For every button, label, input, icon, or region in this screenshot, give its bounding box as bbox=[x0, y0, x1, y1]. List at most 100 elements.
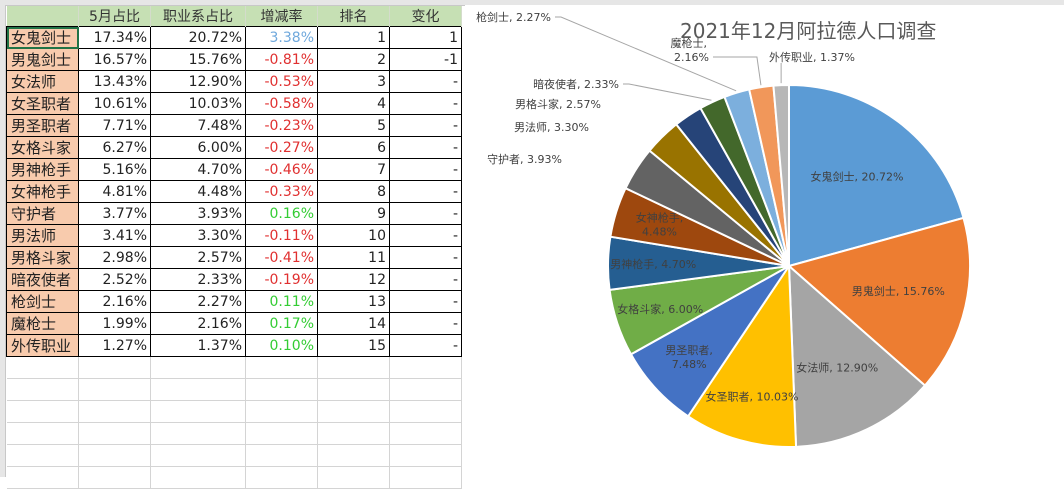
may-share-cell[interactable]: 4.81% bbox=[78, 180, 151, 203]
empty-cell[interactable] bbox=[6, 466, 79, 489]
rate-cell[interactable]: -0.46% bbox=[245, 158, 318, 181]
pie-slice[interactable] bbox=[686, 262, 798, 448]
change-cell[interactable]: - bbox=[389, 114, 462, 137]
class-name-cell[interactable]: 外传职业 bbox=[6, 334, 79, 357]
rate-cell[interactable]: 3.38% bbox=[245, 26, 318, 49]
empty-cell[interactable] bbox=[317, 466, 390, 489]
column-header[interactable]: 增减率 bbox=[245, 6, 318, 27]
rank-cell[interactable]: 9 bbox=[317, 202, 390, 225]
empty-cell[interactable] bbox=[245, 444, 318, 467]
change-cell[interactable]: - bbox=[389, 136, 462, 159]
change-cell[interactable]: - bbox=[389, 202, 462, 225]
change-cell[interactable]: - bbox=[389, 290, 462, 313]
pie-slice[interactable] bbox=[788, 83, 965, 268]
class-name-cell[interactable]: 守护者 bbox=[6, 202, 79, 225]
may-share-cell[interactable]: 17.34% bbox=[78, 26, 151, 49]
change-cell[interactable]: - bbox=[389, 268, 462, 291]
pie-slice[interactable] bbox=[772, 83, 790, 267]
class-share-cell[interactable]: 20.72% bbox=[150, 26, 246, 49]
rate-cell[interactable]: -0.11% bbox=[245, 224, 318, 247]
class-share-cell[interactable]: 2.33% bbox=[150, 268, 246, 291]
empty-cell[interactable] bbox=[150, 378, 246, 401]
change-cell[interactable]: - bbox=[389, 246, 462, 269]
may-share-cell[interactable]: 3.77% bbox=[78, 202, 151, 225]
may-share-cell[interactable]: 2.16% bbox=[78, 290, 151, 313]
rank-cell[interactable]: 2 bbox=[317, 48, 390, 71]
rate-cell[interactable]: -0.19% bbox=[245, 268, 318, 291]
class-share-cell[interactable]: 2.27% bbox=[150, 290, 246, 313]
rank-cell[interactable]: 5 bbox=[317, 114, 390, 137]
class-name-cell[interactable]: 女格斗家 bbox=[6, 136, 79, 159]
empty-cell[interactable] bbox=[317, 400, 390, 423]
class-share-cell[interactable]: 10.03% bbox=[150, 92, 246, 115]
rank-cell[interactable]: 15 bbox=[317, 334, 390, 357]
may-share-cell[interactable]: 16.57% bbox=[78, 48, 151, 71]
class-share-cell[interactable]: 7.48% bbox=[150, 114, 246, 137]
rate-cell[interactable]: -0.41% bbox=[245, 246, 318, 269]
change-cell[interactable]: - bbox=[389, 312, 462, 335]
empty-cell[interactable] bbox=[150, 466, 246, 489]
empty-cell[interactable] bbox=[317, 422, 390, 445]
may-share-cell[interactable]: 1.99% bbox=[78, 312, 151, 335]
class-name-cell[interactable]: 男圣职者 bbox=[6, 114, 79, 137]
class-share-cell[interactable]: 4.48% bbox=[150, 180, 246, 203]
may-share-cell[interactable]: 2.52% bbox=[78, 268, 151, 291]
rank-cell[interactable]: 8 bbox=[317, 180, 390, 203]
column-header[interactable]: 职业系占比 bbox=[150, 6, 246, 27]
rank-cell[interactable]: 12 bbox=[317, 268, 390, 291]
empty-cell[interactable] bbox=[317, 444, 390, 467]
rate-cell[interactable]: 0.10% bbox=[245, 334, 318, 357]
empty-cell[interactable] bbox=[150, 422, 246, 445]
may-share-cell[interactable]: 6.27% bbox=[78, 136, 151, 159]
column-header[interactable]: 5月占比 bbox=[78, 6, 151, 27]
class-name-cell[interactable]: 女法师 bbox=[6, 70, 79, 93]
empty-cell[interactable] bbox=[6, 356, 79, 379]
rate-cell[interactable]: -0.23% bbox=[245, 114, 318, 137]
may-share-cell[interactable]: 13.43% bbox=[78, 70, 151, 93]
empty-cell[interactable] bbox=[150, 444, 246, 467]
rank-cell[interactable]: 1 bbox=[317, 26, 390, 49]
class-share-cell[interactable]: 3.30% bbox=[150, 224, 246, 247]
rank-cell[interactable]: 11 bbox=[317, 246, 390, 269]
column-header[interactable]: 排名 bbox=[317, 6, 390, 27]
change-cell[interactable]: - bbox=[389, 180, 462, 203]
rank-cell[interactable]: 13 bbox=[317, 290, 390, 313]
empty-cell[interactable] bbox=[389, 378, 462, 401]
rank-cell[interactable]: 14 bbox=[317, 312, 390, 335]
class-share-cell[interactable]: 3.93% bbox=[150, 202, 246, 225]
empty-cell[interactable] bbox=[245, 356, 318, 379]
change-cell[interactable]: -1 bbox=[389, 48, 462, 71]
may-share-cell[interactable]: 7.71% bbox=[78, 114, 151, 137]
empty-cell[interactable] bbox=[317, 378, 390, 401]
empty-cell[interactable] bbox=[6, 422, 79, 445]
empty-cell[interactable] bbox=[78, 444, 151, 467]
pie-slice[interactable] bbox=[786, 216, 971, 387]
pie-chart[interactable]: 2021年12月阿拉德人口调查 女鬼剑士, 20.72% 男鬼剑士, 15.76%… bbox=[465, 5, 1064, 477]
rank-cell[interactable]: 10 bbox=[317, 224, 390, 247]
may-share-cell[interactable]: 2.98% bbox=[78, 246, 151, 269]
empty-cell[interactable] bbox=[6, 400, 79, 423]
empty-cell[interactable] bbox=[245, 466, 318, 489]
class-name-cell[interactable]: 女鬼剑士 bbox=[6, 26, 79, 49]
column-header[interactable]: 变化 bbox=[389, 6, 462, 27]
may-share-cell[interactable]: 10.61% bbox=[78, 92, 151, 115]
empty-cell[interactable] bbox=[245, 422, 318, 445]
empty-cell[interactable] bbox=[78, 356, 151, 379]
row-header-bar[interactable] bbox=[0, 5, 6, 477]
empty-cell[interactable] bbox=[6, 378, 79, 401]
may-share-cell[interactable]: 1.27% bbox=[78, 334, 151, 357]
may-share-cell[interactable]: 3.41% bbox=[78, 224, 151, 247]
class-name-cell[interactable]: 魔枪士 bbox=[6, 312, 79, 335]
change-cell[interactable]: 1 bbox=[389, 26, 462, 49]
change-cell[interactable]: - bbox=[389, 334, 462, 357]
empty-cell[interactable] bbox=[150, 356, 246, 379]
pie-slice[interactable] bbox=[787, 263, 927, 448]
class-name-cell[interactable]: 暗夜使者 bbox=[6, 268, 79, 291]
empty-cell[interactable] bbox=[78, 422, 151, 445]
class-name-cell[interactable]: 男神枪手 bbox=[6, 158, 79, 181]
rate-cell[interactable]: -0.33% bbox=[245, 180, 318, 203]
rank-cell[interactable]: 4 bbox=[317, 92, 390, 115]
empty-cell[interactable] bbox=[150, 400, 246, 423]
class-share-cell[interactable]: 1.37% bbox=[150, 334, 246, 357]
empty-cell[interactable] bbox=[245, 378, 318, 401]
